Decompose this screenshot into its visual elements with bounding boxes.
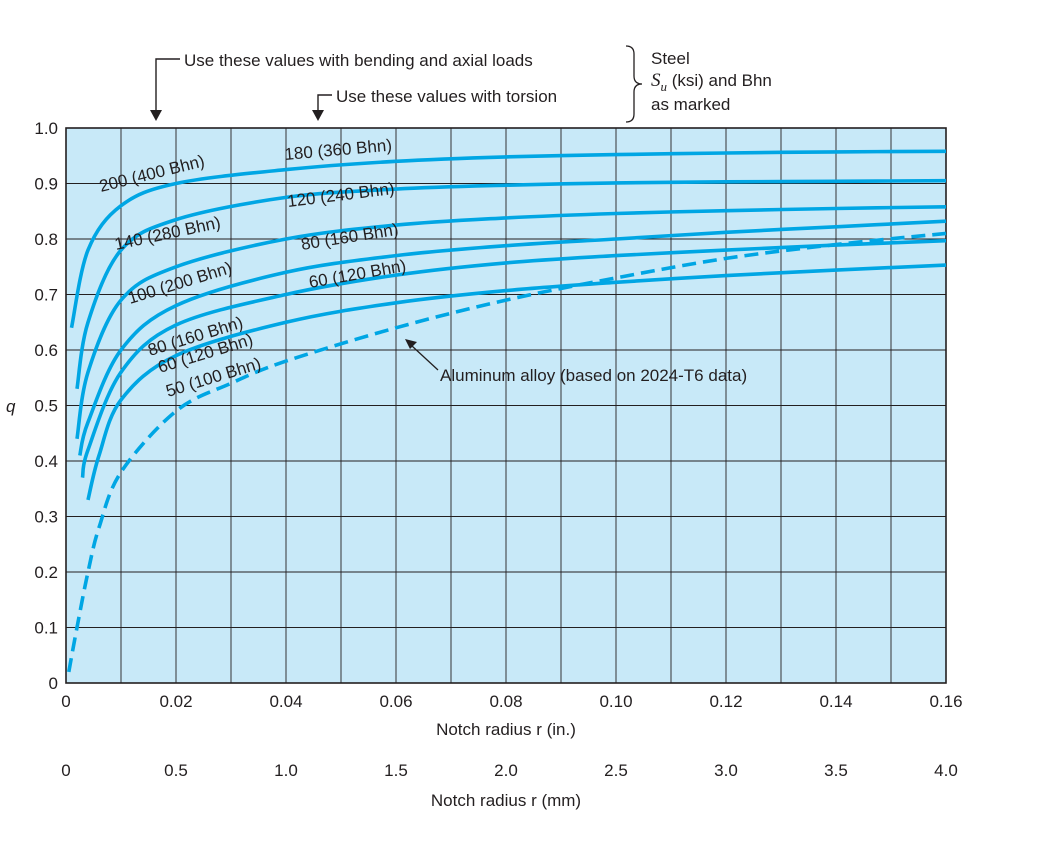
- x-mm-tick-label: 4.0: [934, 761, 958, 780]
- torsion-note: Use these values with torsion: [312, 87, 557, 121]
- y-tick-label: 0.4: [34, 452, 58, 471]
- x-mm-tick-label: 1.5: [384, 761, 408, 780]
- steel-note: Steel Su (ksi) and Bhn as marked: [625, 45, 772, 123]
- y-tick-label: 0.8: [34, 230, 58, 249]
- bending-arrow-head: [150, 110, 162, 121]
- plot-frame: [65, 127, 947, 684]
- grid-lines: [66, 128, 946, 683]
- bending-note-text: Use these values with bending and axial …: [184, 51, 533, 70]
- x-axis-title: Notch radius r (in.): [436, 720, 576, 739]
- x-mm-tick-label: 1.0: [274, 761, 298, 780]
- y-tick-label: 0.5: [34, 397, 58, 416]
- x-mm-tick-label: 0: [61, 761, 70, 780]
- torsion-note-text: Use these values with torsion: [336, 87, 557, 106]
- x-tick-label: 0.14: [819, 692, 852, 711]
- y-tick-label: 0: [49, 674, 58, 693]
- bending-note: Use these values with bending and axial …: [150, 51, 533, 121]
- y-axis-title: q: [6, 397, 16, 416]
- aluminum-note: Aluminum alloy (based on 2024-T6 data): [405, 339, 747, 385]
- steel-note-line1: Steel: [651, 49, 690, 68]
- curve-group: [67, 149, 947, 673]
- x-tick-label: 0.06: [379, 692, 412, 711]
- aluminum-leader-line: [411, 345, 439, 371]
- steel-note-line2: Su (ksi) and Bhn: [651, 70, 772, 94]
- y-tick-label: 0.6: [34, 341, 58, 360]
- y-tick-label: 0.1: [34, 619, 58, 638]
- y-tick-label: 0.3: [34, 508, 58, 527]
- x-tick-label: 0.02: [159, 692, 192, 711]
- curly-brace: [625, 45, 643, 123]
- x-tick-label: 0.16: [929, 692, 962, 711]
- torsion-bracket-line: [317, 94, 332, 113]
- x-mm-tick-labels: 0 0.5 1.0 1.5 2.0 2.5 3.0 3.5 4.0: [61, 761, 958, 780]
- steel-note-line3: as marked: [651, 95, 730, 114]
- x-mm-tick-label: 2.5: [604, 761, 628, 780]
- x-tick-label: 0.10: [599, 692, 632, 711]
- x-tick-label: 0.08: [489, 692, 522, 711]
- curve-steel-2: [75, 178, 947, 390]
- x-tick-labels: 0 0.02 0.04 0.06 0.08 0.10 0.12 0.14 0.16: [61, 692, 962, 711]
- torsion-arrow-head: [312, 110, 324, 121]
- x-mm-tick-label: 0.5: [164, 761, 188, 780]
- x-mm-tick-label: 2.0: [494, 761, 518, 780]
- curve-steel-5: [80, 238, 947, 478]
- x-mm-tick-label: 3.0: [714, 761, 738, 780]
- bending-bracket-line: [155, 58, 180, 113]
- x-tick-label: 0.12: [709, 692, 742, 711]
- y-tick-labels: 0 0.1 0.2 0.3 0.4 0.5 0.6 0.7 0.8 0.9 1.0: [34, 119, 58, 693]
- aluminum-note-text: Aluminum alloy (based on 2024-T6 data): [440, 366, 747, 385]
- curve-steel-1: [69, 149, 947, 329]
- curve-steel-4: [78, 219, 947, 456]
- curve-steel-3: [75, 205, 947, 440]
- x-tick-label: 0: [61, 692, 70, 711]
- y-tick-label: 1.0: [34, 119, 58, 138]
- aluminum-arrow-head: [405, 339, 417, 349]
- y-tick-label: 0.9: [34, 175, 58, 194]
- x-mm-tick-label: 3.5: [824, 761, 848, 780]
- x-axis-title-mm: Notch radius r (mm): [431, 791, 581, 810]
- y-tick-label: 0.7: [34, 286, 58, 305]
- curve-steel-6: [86, 263, 947, 501]
- curve-aluminum-alloy: [67, 231, 947, 673]
- y-tick-label: 0.2: [34, 563, 58, 582]
- x-tick-label: 0.04: [269, 692, 302, 711]
